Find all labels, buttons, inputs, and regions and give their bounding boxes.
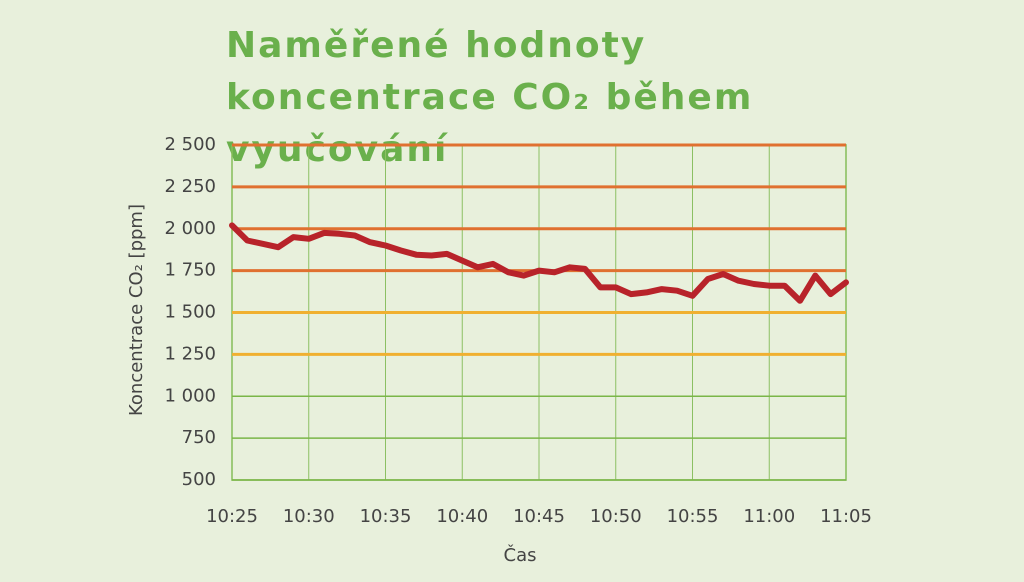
x-tick-label: 11:00 [743, 506, 795, 527]
y-tick-label: 2 500 [164, 134, 216, 155]
x-tick-label: 11:05 [820, 506, 872, 527]
y-tick-label: 1 750 [164, 260, 216, 281]
y-tick-label: 1 500 [164, 302, 216, 323]
y-tick-label: 2 000 [164, 218, 216, 239]
y-tick-label: 750 [182, 427, 216, 448]
chart-title: Naměřené hodnoty koncentrace CO₂ během v… [226, 25, 754, 170]
y-tick-label: 1 250 [164, 343, 216, 364]
x-tick-label: 10:55 [667, 506, 719, 527]
data-line [229, 222, 849, 304]
x-tick-label: 10:40 [436, 506, 488, 527]
x-tick-label: 10:35 [360, 506, 412, 527]
x-tick-label: 10:50 [590, 506, 642, 527]
x-tick-label: 10:30 [283, 506, 335, 527]
x-axis-label: Čas [504, 544, 537, 566]
y-tick-label: 2 250 [164, 176, 216, 197]
y-tick-label: 500 [182, 469, 216, 490]
x-tick-label: 10:45 [513, 506, 565, 527]
y-tick-label: 1 000 [164, 385, 216, 406]
x-tick-label: 10:25 [206, 506, 258, 527]
y-axis-label: Koncentrace CO₂ [ppm] [126, 204, 147, 416]
